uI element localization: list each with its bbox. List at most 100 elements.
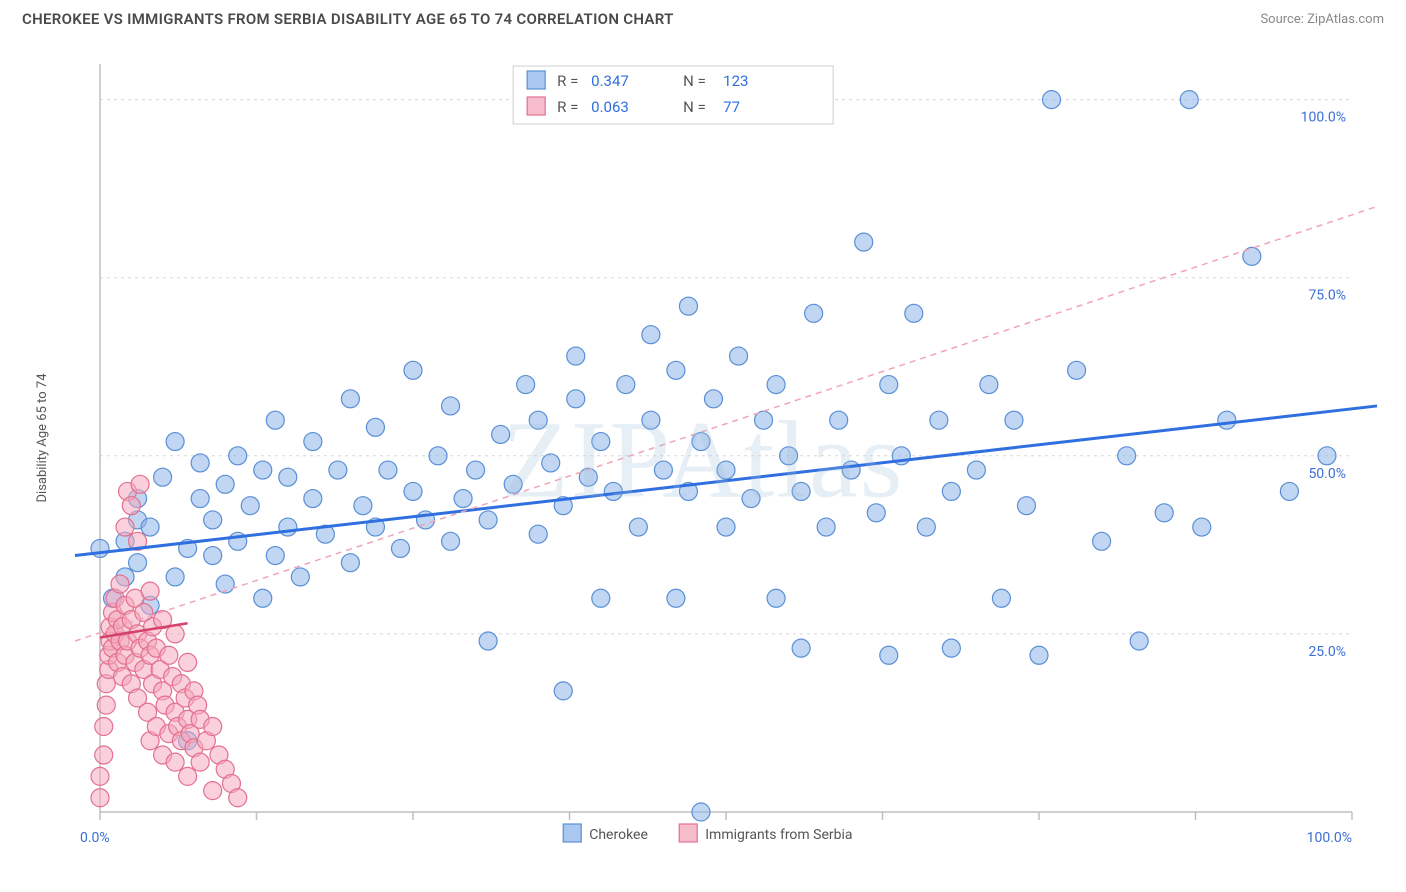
data-point bbox=[116, 518, 134, 536]
data-point bbox=[992, 589, 1010, 607]
data-point bbox=[179, 653, 197, 671]
data-point bbox=[204, 511, 222, 529]
data-point bbox=[366, 418, 384, 436]
data-point bbox=[692, 433, 710, 451]
data-point bbox=[1155, 504, 1173, 522]
data-point bbox=[592, 433, 610, 451]
legend-r-label: R = bbox=[557, 72, 578, 90]
data-point bbox=[855, 233, 873, 251]
y-tick-label: 50.0% bbox=[1308, 466, 1346, 482]
data-point bbox=[1130, 632, 1148, 650]
data-point bbox=[1180, 91, 1198, 109]
legend-r-value: 0.347 bbox=[591, 72, 629, 90]
data-point bbox=[266, 547, 284, 565]
data-point bbox=[717, 461, 735, 479]
legend-n-label: N = bbox=[683, 72, 706, 90]
data-point bbox=[792, 639, 810, 657]
data-point bbox=[179, 767, 197, 785]
data-point bbox=[692, 803, 710, 821]
data-point bbox=[442, 532, 460, 550]
data-point bbox=[617, 376, 635, 394]
data-point bbox=[867, 504, 885, 522]
data-point bbox=[191, 454, 209, 472]
data-point bbox=[1193, 518, 1211, 536]
data-point bbox=[967, 461, 985, 479]
data-point bbox=[479, 511, 497, 529]
data-point bbox=[642, 411, 660, 429]
data-point bbox=[266, 411, 284, 429]
data-point bbox=[667, 361, 685, 379]
data-point bbox=[592, 589, 610, 607]
data-point bbox=[166, 568, 184, 586]
data-point bbox=[154, 468, 172, 486]
data-point bbox=[279, 468, 297, 486]
data-point bbox=[304, 490, 322, 508]
data-point bbox=[291, 568, 309, 586]
source-name: ZipAtlas.com bbox=[1307, 12, 1384, 27]
legend-swatch bbox=[679, 824, 697, 842]
legend-swatch bbox=[527, 97, 545, 115]
data-point bbox=[567, 347, 585, 365]
data-point bbox=[767, 376, 785, 394]
legend-r-label: R = bbox=[557, 98, 578, 116]
data-point bbox=[391, 539, 409, 557]
y-tick-label: 25.0% bbox=[1308, 644, 1346, 660]
data-point bbox=[91, 789, 109, 807]
data-point bbox=[880, 646, 898, 664]
data-point bbox=[354, 497, 372, 515]
data-point bbox=[216, 475, 234, 493]
data-point bbox=[91, 767, 109, 785]
scatter-chart: 25.0%50.0%75.0%100.0%0.0%100.0%Disabilit… bbox=[22, 46, 1384, 874]
data-point bbox=[166, 753, 184, 771]
data-point bbox=[529, 411, 547, 429]
data-point bbox=[780, 447, 798, 465]
data-point bbox=[817, 518, 835, 536]
data-point bbox=[880, 376, 898, 394]
data-point bbox=[111, 575, 129, 593]
legend-series-label: Cherokee bbox=[589, 827, 648, 843]
data-point bbox=[404, 361, 422, 379]
data-point bbox=[95, 718, 113, 736]
legend-swatch bbox=[563, 824, 581, 842]
data-point bbox=[1280, 482, 1298, 500]
data-point bbox=[1005, 411, 1023, 429]
data-point bbox=[629, 518, 647, 536]
data-point bbox=[279, 518, 297, 536]
data-point bbox=[191, 753, 209, 771]
data-point bbox=[1318, 447, 1336, 465]
data-point bbox=[905, 304, 923, 322]
data-point bbox=[254, 461, 272, 479]
data-point bbox=[642, 326, 660, 344]
data-point bbox=[429, 447, 447, 465]
data-point bbox=[204, 718, 222, 736]
data-point bbox=[129, 554, 147, 572]
legend-r-value: 0.063 bbox=[591, 98, 629, 116]
data-point bbox=[304, 433, 322, 451]
data-point bbox=[604, 482, 622, 500]
data-point bbox=[404, 482, 422, 500]
chart-title: CHEROKEE VS IMMIGRANTS FROM SERBIA DISAB… bbox=[22, 10, 674, 28]
x-tick-label: 0.0% bbox=[80, 830, 110, 846]
data-point bbox=[542, 454, 560, 472]
data-point bbox=[1068, 361, 1086, 379]
data-point bbox=[830, 411, 848, 429]
data-point bbox=[842, 461, 860, 479]
data-point bbox=[679, 297, 697, 315]
y-tick-label: 100.0% bbox=[1301, 110, 1346, 126]
y-axis-title: Disability Age 65 to 74 bbox=[35, 373, 50, 503]
data-point bbox=[492, 425, 510, 443]
data-point bbox=[805, 304, 823, 322]
data-point bbox=[1118, 447, 1136, 465]
data-point bbox=[454, 490, 472, 508]
data-point bbox=[479, 632, 497, 650]
data-point bbox=[166, 625, 184, 643]
data-point bbox=[122, 497, 140, 515]
data-point bbox=[467, 461, 485, 479]
data-point bbox=[717, 518, 735, 536]
data-point bbox=[141, 582, 159, 600]
data-point bbox=[1043, 91, 1061, 109]
data-point bbox=[442, 397, 460, 415]
data-point bbox=[942, 482, 960, 500]
data-point bbox=[241, 497, 259, 515]
data-point bbox=[1017, 497, 1035, 515]
